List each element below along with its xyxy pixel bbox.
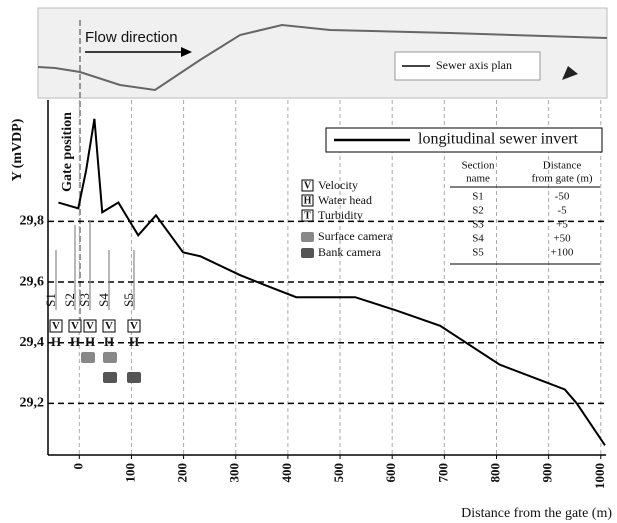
table-cell: S5 xyxy=(472,247,484,259)
symbol-label: Velocity xyxy=(318,178,358,192)
y-tick-label: 29,4 xyxy=(20,335,45,350)
symbol-box xyxy=(301,209,314,222)
x-tick-label: 600 xyxy=(383,463,398,483)
gate-label: Gate position xyxy=(60,112,75,192)
table-cell: S4 xyxy=(472,233,484,245)
symbol-label: Water head xyxy=(318,193,372,207)
table-cell: S1 xyxy=(472,191,484,203)
section-label: S1 xyxy=(43,293,58,307)
series-line xyxy=(58,118,606,446)
camera-icon xyxy=(301,232,314,242)
table-cell: -5 xyxy=(557,205,567,217)
section-label: S4 xyxy=(96,293,111,307)
x-tick-label: 500 xyxy=(331,463,346,483)
symbol-letter: H xyxy=(85,334,95,349)
x-tick-label: 900 xyxy=(540,463,555,483)
x-tick-label: 1000 xyxy=(592,463,607,489)
table-cell: +50 xyxy=(553,233,571,245)
table-header: name xyxy=(466,173,490,185)
section-label: S3 xyxy=(77,293,92,307)
symbol-letter: V xyxy=(86,320,94,332)
table-cell: S2 xyxy=(472,205,484,217)
camera-icon xyxy=(301,248,314,258)
symbol-letter: V xyxy=(130,320,138,332)
symbol-box xyxy=(127,319,141,333)
camera-icon xyxy=(103,372,117,383)
symbol-letter: V xyxy=(71,320,79,332)
table-cell: +5 xyxy=(556,219,568,231)
symbol-letter: V xyxy=(52,320,60,332)
x-tick-label: 400 xyxy=(279,463,294,483)
camera-icon xyxy=(127,372,141,383)
symbol-box xyxy=(301,194,314,207)
symbol-label: Bank camera xyxy=(318,245,382,259)
y-tick-label: 29,6 xyxy=(20,274,45,289)
legend-label: longitudinal sewer invert xyxy=(418,131,579,148)
symbol-box xyxy=(301,179,314,192)
symbol-box xyxy=(102,319,116,333)
x-tick-label: 300 xyxy=(227,463,242,483)
y-tick-label: 29,2 xyxy=(20,396,45,411)
symbol-letter: H xyxy=(304,195,312,206)
y-axis-label: Y (mVDP) xyxy=(10,118,25,181)
symbol-letter: V xyxy=(304,180,312,191)
symbol-letter: H xyxy=(70,334,80,349)
north-arrow xyxy=(562,66,578,80)
symbol-box xyxy=(68,319,82,333)
symbol-label: Turbidity xyxy=(318,208,363,222)
table-header: from gate (m) xyxy=(531,173,592,185)
x-tick-label: 0 xyxy=(70,463,85,470)
symbol-letter: V xyxy=(105,320,113,332)
x-axis-label: Distance from the gate (m) xyxy=(461,506,612,521)
table-cell: +100 xyxy=(551,247,574,259)
camera-icon xyxy=(81,352,95,363)
symbol-letter: T xyxy=(304,210,311,221)
table-header: Distance xyxy=(543,160,582,172)
table-cell: S3 xyxy=(472,219,484,231)
symbol-box xyxy=(49,319,63,333)
x-tick-label: 700 xyxy=(435,463,450,483)
symbol-box xyxy=(83,319,97,333)
x-tick-label: 200 xyxy=(175,463,190,483)
symbol-letter: H xyxy=(129,334,139,349)
x-tick-label: 100 xyxy=(122,463,137,483)
flow-label: Flow direction xyxy=(85,29,178,46)
table-cell: -50 xyxy=(555,191,570,203)
symbol-letter: H xyxy=(104,334,114,349)
x-tick-label: 800 xyxy=(487,463,502,483)
camera-icon xyxy=(103,352,117,363)
inset-legend-label: Sewer axis plan xyxy=(436,58,512,72)
section-label: S2 xyxy=(62,293,77,307)
section-label: S5 xyxy=(121,293,136,307)
flow-arrow-head xyxy=(181,47,192,57)
y-tick-label: 29,8 xyxy=(20,214,45,229)
symbol-label: Surface camera xyxy=(318,229,393,243)
symbol-letter: H xyxy=(51,334,61,349)
table-header: Section xyxy=(462,160,495,172)
inset-axis-plan xyxy=(37,23,608,92)
